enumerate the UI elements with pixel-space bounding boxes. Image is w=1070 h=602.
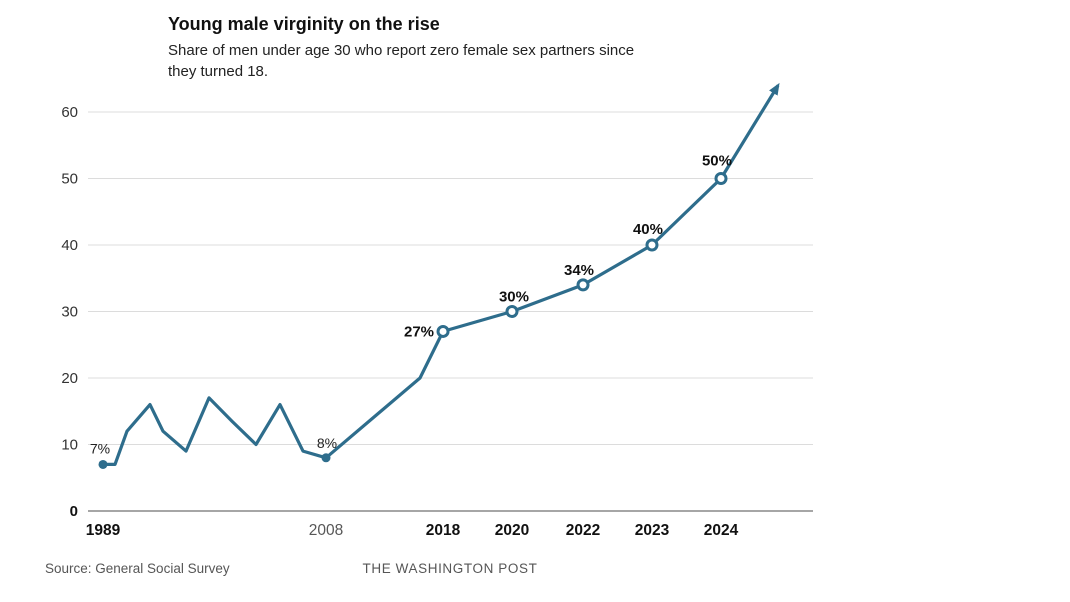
data-point-markers xyxy=(98,172,728,469)
x-axis-tick-labels: 1989 2008 2018 2020 2022 2023 2024 xyxy=(86,522,739,539)
data-point-2008 xyxy=(321,453,331,463)
chart-subtitle: Share of men under age 30 who report zer… xyxy=(168,40,634,82)
source-credit: Source: General Social Survey xyxy=(45,561,230,576)
data-point-2024 xyxy=(714,172,728,185)
chart-title: Young male virginity on the rise xyxy=(168,14,440,34)
y-tick-label: 30 xyxy=(61,304,78,321)
value-label-2022: 34% xyxy=(564,262,594,279)
y-axis-tick-labels: 0 10 20 30 40 50 60 xyxy=(61,104,78,520)
value-label-2023: 40% xyxy=(633,221,663,238)
gridlines xyxy=(88,111,813,512)
chart-subtitle-line-1: Share of men under age 30 who report zer… xyxy=(168,42,635,59)
publisher-credit: THE WASHINGTON POST xyxy=(362,561,538,576)
data-point-labels: 7% 8% 27% 30% 34% 40% 50% xyxy=(90,153,732,457)
y-tick-label: 0 xyxy=(70,503,78,520)
data-point-2023 xyxy=(645,238,659,252)
y-tick-label: 60 xyxy=(61,104,78,121)
y-tick-label: 50 xyxy=(61,171,78,188)
x-tick-label: 2023 xyxy=(635,522,670,539)
value-label-2008: 8% xyxy=(317,435,337,451)
data-point-2018 xyxy=(436,324,450,338)
x-tick-label: 2008 xyxy=(309,522,343,539)
value-label-2018: 27% xyxy=(404,323,434,340)
y-tick-label: 10 xyxy=(61,437,78,454)
y-tick-label: 40 xyxy=(61,237,78,254)
data-point-2020 xyxy=(505,305,519,318)
x-tick-label: 2022 xyxy=(566,522,600,539)
value-label-1989: 7% xyxy=(90,440,110,456)
x-tick-label: 2024 xyxy=(704,522,739,539)
data-point-2022 xyxy=(576,278,590,292)
x-tick-label: 2020 xyxy=(495,522,529,539)
x-tick-label: 2018 xyxy=(426,522,461,539)
data-point-1989 xyxy=(98,459,108,469)
value-label-2024: 50% xyxy=(702,153,732,170)
series-line xyxy=(103,82,780,466)
x-tick-label: 1989 xyxy=(86,522,121,539)
chart-subtitle-line-2: they turned 18. xyxy=(168,63,269,80)
value-label-2020: 30% xyxy=(499,289,529,306)
y-tick-label: 20 xyxy=(61,370,78,387)
